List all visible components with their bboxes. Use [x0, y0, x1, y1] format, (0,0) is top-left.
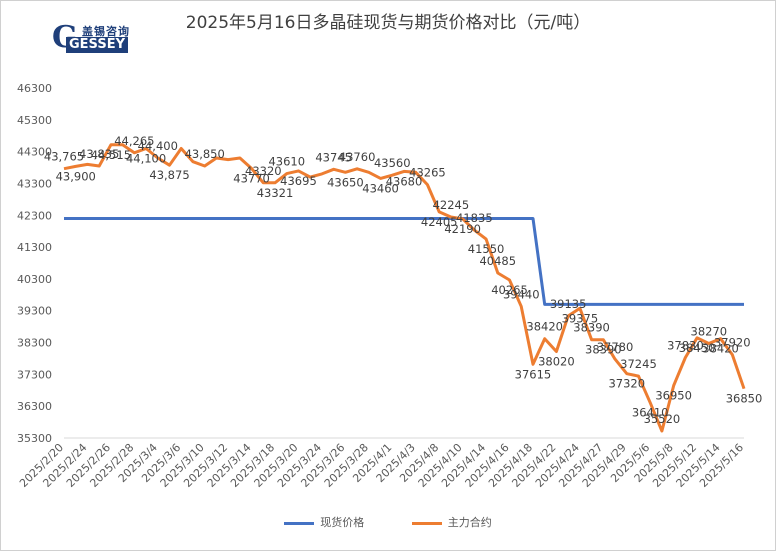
y-tick-label: 43300	[17, 177, 52, 190]
y-tick-label: 40300	[17, 273, 52, 286]
y-tick-label: 38300	[17, 337, 52, 350]
data-label: 38270	[691, 325, 728, 339]
data-label: 38450	[679, 341, 716, 355]
data-label: 42190	[444, 222, 481, 236]
y-tick-label: 35300	[17, 432, 52, 445]
series-line-spot	[64, 217, 744, 306]
data-label: 39135	[550, 297, 587, 311]
data-label: 44,100	[126, 151, 166, 165]
y-tick-label: 37300	[17, 368, 52, 381]
y-tick-label: 39300	[17, 305, 52, 318]
chart-legend: 现货价格 主力合约	[0, 514, 776, 530]
y-tick-label: 45300	[17, 114, 52, 127]
data-label: 44,515	[91, 148, 131, 162]
data-label: 37615	[515, 367, 552, 381]
legend-label-spot: 现货价格	[320, 516, 365, 529]
data-label: 40265	[491, 283, 528, 297]
data-label: 36850	[726, 392, 763, 406]
y-tick-label: 41300	[17, 241, 52, 254]
data-label: 44,400	[138, 139, 178, 153]
chart-title: 2025年5月16日多晶硅现货与期货价格对比（元/吨）	[185, 13, 591, 33]
data-label: 37830	[667, 339, 704, 353]
data-label: 39375	[562, 311, 599, 325]
data-label: 38390	[585, 343, 622, 357]
data-label: 43265	[409, 166, 446, 180]
data-label: 43695	[280, 174, 317, 188]
data-label: 43650	[327, 175, 364, 189]
data-label: 43,900	[56, 169, 96, 183]
data-label: 38420	[702, 342, 739, 356]
data-label: 43320	[245, 164, 282, 178]
y-tick-label: 46300	[17, 82, 52, 95]
gessey-logo: G 盖锡咨询 GESSEY	[52, 22, 156, 56]
data-label: 40485	[479, 254, 516, 268]
data-label: 43680	[386, 174, 423, 188]
data-label: 44,265	[114, 134, 154, 148]
legend-swatch-spot	[284, 521, 315, 525]
data-label: 35520	[644, 412, 681, 426]
data-label: 43,835	[79, 147, 119, 161]
data-label: 36950	[655, 389, 692, 403]
data-label: 43760	[339, 150, 376, 164]
y-tick-label: 44300	[17, 146, 52, 159]
data-label: 43460	[362, 181, 399, 195]
legend-item-spot: 现货价格	[284, 514, 364, 530]
data-label: 41550	[468, 242, 505, 256]
data-label: 38420	[526, 320, 563, 334]
data-label: 43610	[268, 155, 305, 169]
data-label: 37920	[714, 336, 751, 350]
data-label: 37320	[608, 377, 645, 391]
data-label: 43560	[374, 156, 411, 170]
logo-english-text: GESSEY	[66, 37, 128, 53]
data-label: 43,765	[44, 150, 84, 164]
series-line-futures	[63, 143, 746, 433]
y-tick-label: 36300	[17, 400, 52, 413]
data-label: 38020	[538, 354, 575, 368]
data-label: 43745	[315, 150, 352, 164]
data-label: 43321	[257, 186, 294, 200]
legend-label-futures: 主力合约	[447, 516, 492, 529]
logo-chinese-text: 盖锡咨询	[82, 25, 130, 38]
data-label: 43,850	[185, 147, 225, 161]
data-label: 37245	[620, 357, 657, 371]
data-label: 39440	[503, 287, 540, 301]
y-tick-label: 42300	[17, 209, 52, 222]
data-label: 38390	[573, 321, 610, 335]
data-label: 37780	[597, 340, 634, 354]
data-label: 41835	[456, 211, 493, 225]
data-label: 43770	[233, 172, 270, 186]
data-label: 43,875	[149, 168, 189, 182]
data-label: 42405	[421, 215, 458, 229]
legend-item-futures: 主力合约	[411, 514, 492, 530]
legend-swatch-futures	[411, 521, 442, 525]
data-label: 42245	[433, 198, 470, 212]
data-label: 36410	[632, 406, 669, 420]
